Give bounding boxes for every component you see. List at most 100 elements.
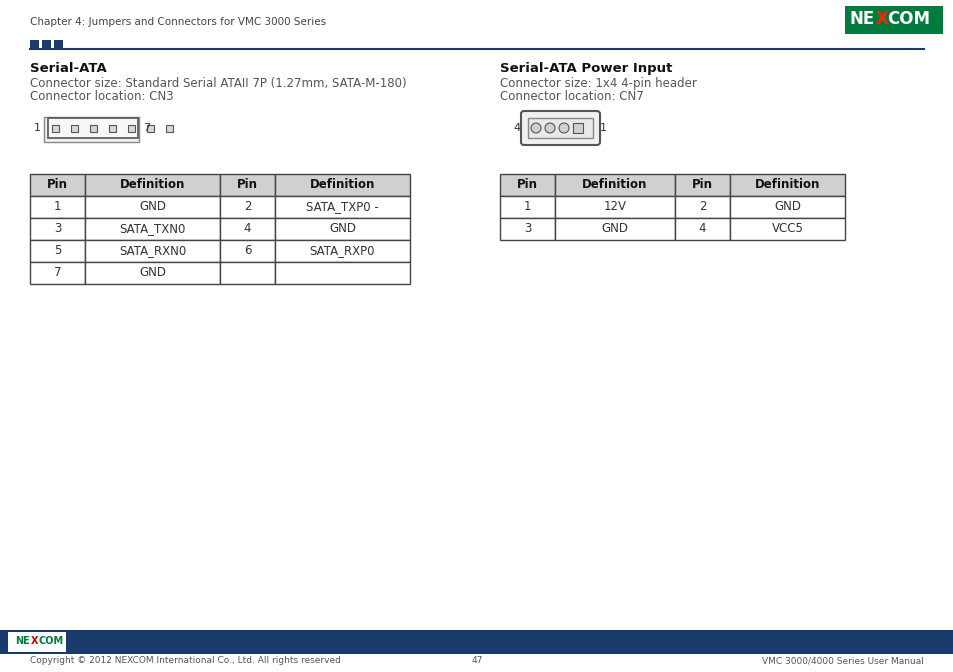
Bar bbox=[54, 40, 63, 49]
Bar bbox=[166, 124, 172, 132]
Text: GND: GND bbox=[139, 267, 166, 280]
Circle shape bbox=[544, 123, 555, 133]
Bar bbox=[555, 174, 675, 196]
Bar bbox=[729, 218, 844, 240]
Text: Definition: Definition bbox=[581, 179, 647, 192]
Text: 6: 6 bbox=[244, 245, 251, 257]
Bar bbox=[499, 174, 555, 196]
Bar bbox=[499, 196, 555, 218]
Text: SATA_RXP0: SATA_RXP0 bbox=[310, 245, 375, 257]
Text: 12V: 12V bbox=[603, 200, 626, 214]
Bar bbox=[274, 174, 410, 196]
Bar bbox=[220, 196, 274, 218]
Bar bbox=[85, 196, 220, 218]
Bar bbox=[555, 196, 675, 218]
Bar bbox=[220, 218, 274, 240]
Text: Pin: Pin bbox=[236, 179, 257, 192]
Bar bbox=[71, 124, 78, 132]
Bar bbox=[85, 262, 220, 284]
Text: VMC 3000/4000 Series User Manual: VMC 3000/4000 Series User Manual bbox=[761, 656, 923, 665]
Text: Pin: Pin bbox=[691, 179, 712, 192]
Text: GND: GND bbox=[601, 222, 628, 235]
Bar bbox=[274, 240, 410, 262]
Bar bbox=[52, 124, 59, 132]
Bar bbox=[30, 196, 85, 218]
Text: GND: GND bbox=[773, 200, 801, 214]
Text: 3: 3 bbox=[53, 222, 61, 235]
Bar bbox=[147, 124, 153, 132]
Bar bbox=[220, 174, 274, 196]
Text: 2: 2 bbox=[698, 200, 705, 214]
Text: GND: GND bbox=[329, 222, 355, 235]
Bar bbox=[675, 196, 729, 218]
Text: 47: 47 bbox=[471, 656, 482, 665]
Text: SATA_TXN0: SATA_TXN0 bbox=[119, 222, 186, 235]
Text: Pin: Pin bbox=[47, 179, 68, 192]
Text: 7: 7 bbox=[143, 123, 150, 133]
Text: NE: NE bbox=[849, 10, 874, 28]
Bar bbox=[30, 262, 85, 284]
FancyBboxPatch shape bbox=[520, 111, 599, 145]
Text: 1: 1 bbox=[34, 123, 41, 133]
Text: VCC5: VCC5 bbox=[771, 222, 802, 235]
Bar bbox=[499, 218, 555, 240]
Bar bbox=[109, 124, 116, 132]
Bar bbox=[30, 40, 39, 49]
Text: Chapter 4: Jumpers and Connectors for VMC 3000 Series: Chapter 4: Jumpers and Connectors for VM… bbox=[30, 17, 326, 27]
Text: GND: GND bbox=[139, 200, 166, 214]
Text: Connector location: CN7: Connector location: CN7 bbox=[499, 90, 643, 103]
Text: NE: NE bbox=[15, 636, 30, 646]
Bar bbox=[48, 118, 138, 138]
Text: 7: 7 bbox=[53, 267, 61, 280]
Bar bbox=[8, 632, 66, 652]
Text: 4: 4 bbox=[244, 222, 251, 235]
Text: SATA_RXN0: SATA_RXN0 bbox=[119, 245, 186, 257]
Bar bbox=[30, 240, 85, 262]
Bar bbox=[274, 218, 410, 240]
Text: 1: 1 bbox=[53, 200, 61, 214]
Text: Copyright © 2012 NEXCOM International Co., Ltd. All rights reserved: Copyright © 2012 NEXCOM International Co… bbox=[30, 656, 340, 665]
Bar bbox=[85, 240, 220, 262]
Text: COM: COM bbox=[886, 10, 929, 28]
Text: Serial-ATA: Serial-ATA bbox=[30, 62, 107, 75]
Text: SATA_TXP0 -: SATA_TXP0 - bbox=[306, 200, 378, 214]
Bar bbox=[85, 174, 220, 196]
Bar bbox=[90, 124, 97, 132]
Text: 2: 2 bbox=[244, 200, 251, 214]
Text: 1: 1 bbox=[599, 123, 606, 133]
Text: Connector size: 1x4 4-pin header: Connector size: 1x4 4-pin header bbox=[499, 77, 696, 90]
Bar bbox=[30, 218, 85, 240]
Bar bbox=[274, 196, 410, 218]
Text: Serial-ATA Power Input: Serial-ATA Power Input bbox=[499, 62, 672, 75]
Text: Connector size: Standard Serial ATAII 7P (1.27mm, SATA-M-180): Connector size: Standard Serial ATAII 7P… bbox=[30, 77, 406, 90]
Text: 3: 3 bbox=[523, 222, 531, 235]
Circle shape bbox=[531, 123, 540, 133]
Text: X: X bbox=[30, 636, 38, 646]
Text: Definition: Definition bbox=[120, 179, 185, 192]
Text: Connector location: CN3: Connector location: CN3 bbox=[30, 90, 173, 103]
Bar bbox=[274, 262, 410, 284]
Bar bbox=[128, 124, 135, 132]
Bar bbox=[844, 6, 942, 34]
Text: 5: 5 bbox=[53, 245, 61, 257]
Text: Definition: Definition bbox=[754, 179, 820, 192]
Bar bbox=[44, 117, 139, 142]
Bar bbox=[220, 240, 274, 262]
Bar bbox=[0, 630, 953, 654]
Text: COM: COM bbox=[39, 636, 64, 646]
Text: X: X bbox=[875, 10, 888, 28]
Bar bbox=[675, 218, 729, 240]
Bar bbox=[85, 218, 220, 240]
Bar bbox=[573, 123, 582, 133]
Bar bbox=[555, 218, 675, 240]
Text: 1: 1 bbox=[523, 200, 531, 214]
Text: 4: 4 bbox=[514, 123, 520, 133]
Bar bbox=[729, 196, 844, 218]
Text: 4: 4 bbox=[698, 222, 705, 235]
Bar bbox=[527, 118, 593, 138]
Text: Pin: Pin bbox=[517, 179, 537, 192]
Bar bbox=[675, 174, 729, 196]
Text: Definition: Definition bbox=[310, 179, 375, 192]
Bar bbox=[729, 174, 844, 196]
Bar bbox=[30, 174, 85, 196]
